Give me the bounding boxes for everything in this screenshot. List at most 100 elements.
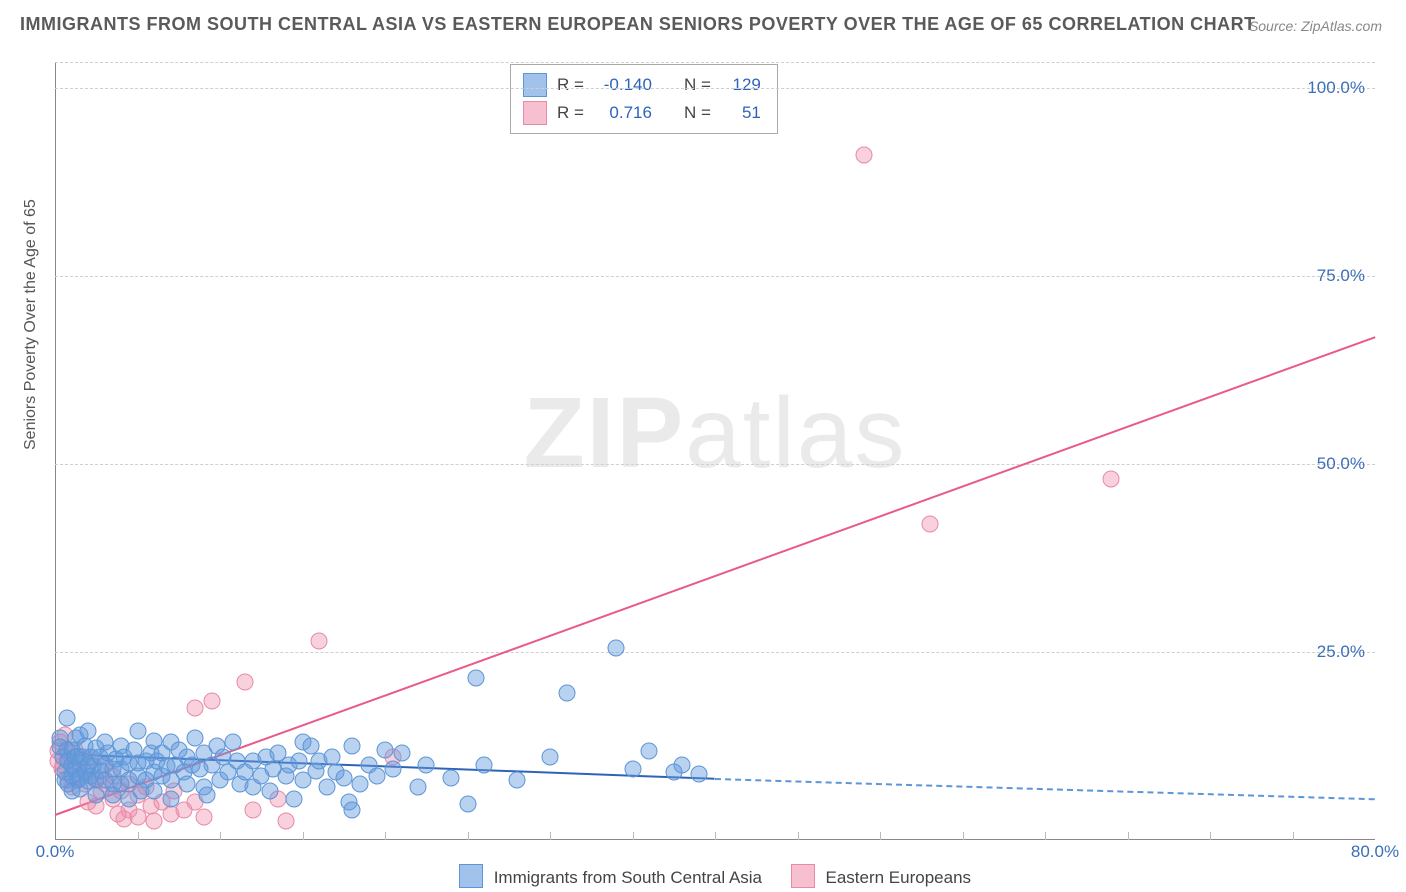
swatch-blue-icon [523, 73, 547, 97]
swatch-blue-icon [459, 864, 483, 888]
data-point [467, 670, 484, 687]
gridline [55, 62, 1375, 63]
data-point [1103, 470, 1120, 487]
source-label: Source: ZipAtlas.com [1249, 18, 1382, 34]
x-tick-label: 0.0% [36, 842, 75, 862]
watermark: ZIPatlas [524, 376, 907, 491]
source-value: ZipAtlas.com [1301, 18, 1382, 34]
series-legend: Immigrants from South Central Asia Easte… [0, 864, 1406, 888]
x-tick [385, 832, 386, 840]
data-point [377, 741, 394, 758]
n-label: N = [684, 103, 711, 123]
data-point [368, 768, 385, 785]
gridline [55, 276, 1375, 277]
data-point [558, 685, 575, 702]
r-value-pink: 0.716 [594, 103, 652, 123]
gridline [55, 88, 1375, 89]
r-label: R = [557, 75, 584, 95]
data-point [245, 801, 262, 818]
correlation-legend: R = -0.140 N = 129 R = 0.716 N = 51 [510, 64, 778, 134]
n-label: N = [684, 75, 711, 95]
gridline [55, 652, 1375, 653]
data-point [641, 743, 658, 760]
trend-line [55, 336, 1376, 816]
data-point [608, 640, 625, 657]
n-value-pink: 51 [721, 103, 761, 123]
x-tick [468, 832, 469, 840]
data-point [624, 760, 641, 777]
gridline [55, 464, 1375, 465]
x-tick-label: 80.0% [1351, 842, 1399, 862]
y-tick-label: 50.0% [1317, 454, 1365, 474]
data-point [459, 795, 476, 812]
data-point [286, 790, 303, 807]
plot-area: ZIPatlas R = -0.140 N = 129 R = 0.716 N … [55, 50, 1375, 840]
r-value-blue: -0.140 [594, 75, 652, 95]
data-point [195, 809, 212, 826]
y-tick-label: 100.0% [1307, 78, 1365, 98]
data-point [261, 783, 278, 800]
x-tick [138, 832, 139, 840]
r-label: R = [557, 103, 584, 123]
data-point [187, 700, 204, 717]
data-point [509, 771, 526, 788]
x-tick [633, 832, 634, 840]
data-point [542, 749, 559, 766]
data-point [225, 734, 242, 751]
data-point [80, 722, 97, 739]
chart-title: IMMIGRANTS FROM SOUTH CENTRAL ASIA VS EA… [20, 14, 1256, 35]
data-point [418, 756, 435, 773]
scatter-chart: ZIPatlas R = -0.140 N = 129 R = 0.716 N … [55, 50, 1375, 840]
x-tick [220, 832, 221, 840]
legend-label-pink: Eastern Europeans [825, 868, 971, 887]
data-point [319, 779, 336, 796]
data-point [179, 775, 196, 792]
y-axis-label: Seniors Poverty Over the Age of 65 [22, 199, 40, 450]
data-point [203, 692, 220, 709]
data-point [393, 745, 410, 762]
data-point [855, 147, 872, 164]
data-point [129, 722, 146, 739]
data-point [58, 710, 75, 727]
data-point [278, 813, 295, 830]
x-tick [303, 832, 304, 840]
data-point [674, 756, 691, 773]
data-point [443, 770, 460, 787]
x-tick [1210, 832, 1211, 840]
source-prefix: Source: [1249, 18, 1301, 34]
data-point [88, 786, 105, 803]
legend-row-blue: R = -0.140 N = 129 [523, 71, 761, 99]
swatch-pink-icon [523, 101, 547, 125]
data-point [291, 753, 308, 770]
x-tick [880, 832, 881, 840]
data-point [410, 779, 427, 796]
data-point [476, 756, 493, 773]
data-point [690, 765, 707, 782]
swatch-pink-icon [791, 864, 815, 888]
y-tick-label: 25.0% [1317, 642, 1365, 662]
data-point [344, 801, 361, 818]
data-point [162, 790, 179, 807]
legend-label-blue: Immigrants from South Central Asia [494, 868, 762, 887]
x-tick [1128, 832, 1129, 840]
x-tick [1293, 832, 1294, 840]
trend-line [715, 778, 1375, 800]
data-point [921, 516, 938, 533]
data-point [311, 632, 328, 649]
data-point [352, 775, 369, 792]
data-point [335, 770, 352, 787]
legend-row-pink: R = 0.716 N = 51 [523, 99, 761, 127]
data-point [236, 674, 253, 691]
y-tick-label: 75.0% [1317, 266, 1365, 286]
data-point [344, 737, 361, 754]
x-tick [550, 832, 551, 840]
data-point [385, 760, 402, 777]
x-tick [1045, 832, 1046, 840]
n-value-blue: 129 [721, 75, 761, 95]
data-point [198, 786, 215, 803]
data-point [146, 813, 163, 830]
x-tick [963, 832, 964, 840]
data-point [146, 783, 163, 800]
y-axis-line [55, 62, 56, 840]
x-tick [715, 832, 716, 840]
